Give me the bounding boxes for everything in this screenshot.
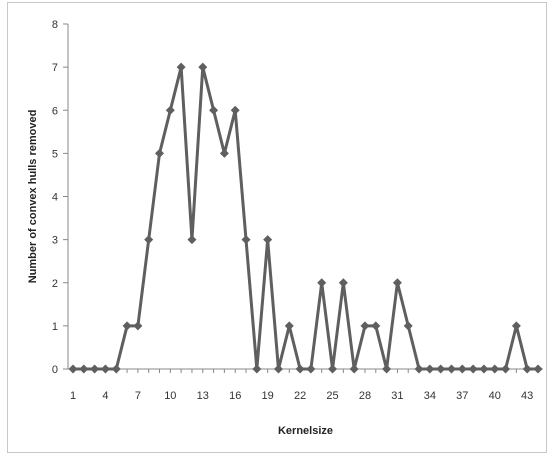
data-point [100,364,110,374]
data-point [133,321,143,331]
data-point [284,321,294,331]
y-tick-label: 1 [52,321,58,333]
x-tick-label: 16 [229,390,241,402]
x-tick-label: 34 [424,390,436,402]
x-tick-label: 7 [135,390,141,402]
x-tick-label: 25 [326,390,338,402]
data-point [317,278,327,288]
data-point [111,364,121,374]
data-point [511,321,521,331]
y-tick-label: 7 [52,62,58,74]
data-point [241,235,251,245]
y-tick-label: 0 [52,364,58,376]
data-point [90,364,100,374]
x-tick-label: 13 [197,390,209,402]
x-tick-label: 4 [102,390,108,402]
data-point [382,364,392,374]
y-axis-title: Number of convex hulls removed [27,110,39,284]
data-point [155,148,165,158]
data-point [425,364,435,374]
x-tick-label: 28 [359,390,371,402]
data-point [187,235,197,245]
data-point [306,364,316,374]
y-tick-label: 5 [52,148,58,160]
data-point [273,364,283,374]
data-point [79,364,89,374]
data-point [144,235,154,245]
y-tick-label: 2 [52,278,58,290]
data-point [209,105,219,115]
x-tick-label: 43 [521,390,533,402]
data-point [446,364,456,374]
y-tick-label: 3 [52,235,58,247]
x-axis-title: Kernelsize [278,425,333,437]
data-point [338,278,348,288]
data-point [165,105,175,115]
x-tick-label: 10 [164,390,176,402]
data-point [252,364,262,374]
data-point [436,364,446,374]
series-line [73,65,538,371]
x-tick-label: 1 [70,390,76,402]
y-tick-label: 4 [52,192,58,204]
data-point [371,321,381,331]
data-point [68,364,78,374]
data-point [263,235,273,245]
data-point [501,364,511,374]
data-point [198,62,208,72]
x-tick-label: 37 [456,390,468,402]
data-point [295,364,305,374]
data-point [533,364,543,374]
data-point [349,364,359,374]
chart-frame [7,2,547,453]
data-point [219,148,229,158]
data-point [230,105,240,115]
data-point [414,364,424,374]
data-point [522,364,532,374]
data-point [176,62,186,72]
x-tick-label: 22 [294,390,306,402]
y-tick-label: 8 [52,19,58,31]
data-point [328,364,338,374]
data-point [122,321,132,331]
data-point [479,364,489,374]
data-point [457,364,467,374]
x-tick-label: 31 [391,390,403,402]
data-point [490,364,500,374]
data-point [360,321,370,331]
x-tick-label: 19 [262,390,274,402]
y-tick-label: 6 [52,105,58,117]
data-point [403,321,413,331]
data-point [392,278,402,288]
x-tick-label: 40 [489,390,501,402]
data-point [468,364,478,374]
